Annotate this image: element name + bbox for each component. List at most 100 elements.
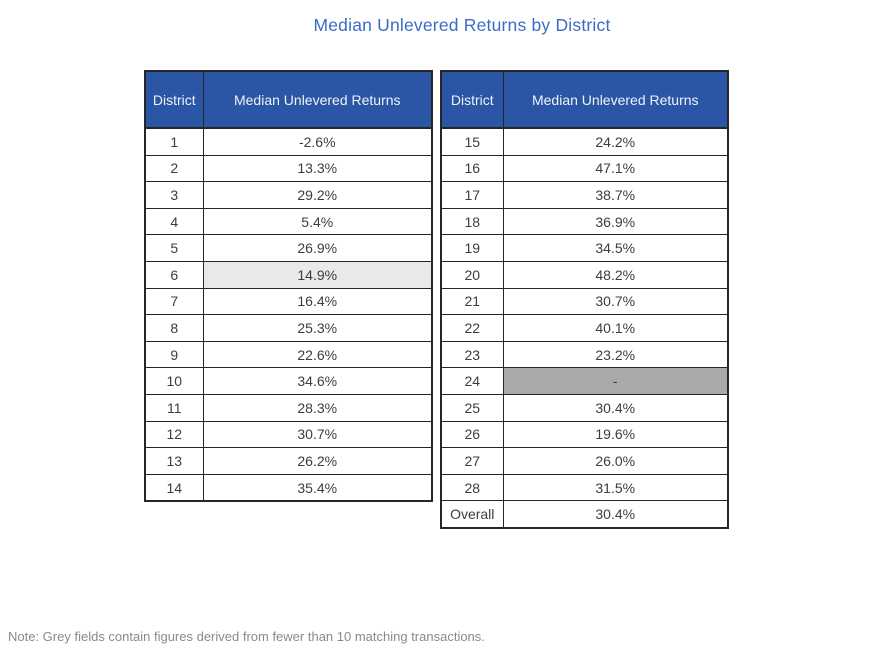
value-cell: 26.9% bbox=[202, 234, 433, 262]
district-cell: 7 bbox=[144, 287, 204, 316]
value-cell: 30.7% bbox=[202, 420, 433, 449]
value-cell: 22.6% bbox=[202, 340, 433, 369]
value-cell: 14.9% bbox=[202, 260, 433, 289]
value-cell: 34.5% bbox=[502, 234, 729, 262]
district-cell: 2 bbox=[144, 154, 204, 183]
table-row: 5 26.9% bbox=[144, 234, 433, 262]
table-row: 11 28.3% bbox=[144, 393, 433, 422]
district-cell: 4 bbox=[144, 207, 204, 236]
table-row: 28 31.5% bbox=[440, 473, 729, 502]
value-cell: 34.6% bbox=[202, 367, 433, 395]
district-cell: 17 bbox=[440, 181, 504, 209]
district-cell: 25 bbox=[440, 393, 504, 422]
table-row: 8 25.3% bbox=[144, 314, 433, 342]
value-cell: 24.2% bbox=[502, 127, 729, 156]
value-cell: 38.7% bbox=[502, 181, 729, 209]
page-title: Median Unlevered Returns by District bbox=[313, 15, 611, 35]
district-cell: Overall bbox=[440, 500, 504, 529]
district-cell: 6 bbox=[144, 260, 204, 289]
district-cell: 21 bbox=[440, 287, 504, 316]
returns-column-header: Median Unlevered Returns bbox=[502, 70, 729, 129]
value-cell: 26.2% bbox=[202, 447, 433, 475]
table-row: 18 36.9% bbox=[440, 207, 729, 236]
table-row: 9 22.6% bbox=[144, 340, 433, 369]
value-cell: 30.7% bbox=[502, 287, 729, 316]
district-cell: 24 bbox=[440, 367, 504, 395]
value-cell: 47.1% bbox=[502, 154, 729, 183]
district-cell: 23 bbox=[440, 340, 504, 369]
table-row: 6 14.9% bbox=[144, 260, 433, 289]
value-cell: 29.2% bbox=[202, 181, 433, 209]
value-cell: 28.3% bbox=[202, 393, 433, 422]
table-row: 10 34.6% bbox=[144, 367, 433, 395]
table-row: 21 30.7% bbox=[440, 287, 729, 316]
table-row: 24- bbox=[440, 367, 729, 395]
table-row: 25 30.4% bbox=[440, 393, 729, 422]
value-cell: 30.4% bbox=[502, 500, 729, 529]
footnote: Note: Grey fields contain figures derive… bbox=[8, 629, 485, 644]
value-cell: 25.3% bbox=[202, 314, 433, 342]
table-body: 1 -2.6% 2 13.3% 3 29.2% 4 5.4% 5 26.9% 6 14.9% 7 16.4… bbox=[144, 127, 433, 502]
table-row: 7 16.4% bbox=[144, 287, 433, 316]
returns-column-header: Median Unlevered Returns bbox=[202, 70, 433, 129]
district-cell: 28 bbox=[440, 473, 504, 502]
table-row: 3 29.2% bbox=[144, 181, 433, 209]
value-cell: 13.3% bbox=[202, 154, 433, 183]
district-column-header: District bbox=[440, 70, 504, 129]
table-row: 4 5.4% bbox=[144, 207, 433, 236]
district-cell: 16 bbox=[440, 154, 504, 183]
table-row: 19 34.5% bbox=[440, 234, 729, 262]
value-cell: 26.0% bbox=[502, 447, 729, 475]
district-cell: 12 bbox=[144, 420, 204, 449]
district-cell: 20 bbox=[440, 260, 504, 289]
district-cell: 8 bbox=[144, 314, 204, 342]
table-row: 26 19.6% bbox=[440, 420, 729, 449]
table-row: 27 26.0% bbox=[440, 447, 729, 475]
district-cell: 11 bbox=[144, 393, 204, 422]
district-cell: 15 bbox=[440, 127, 504, 156]
table-row: 14 35.4% bbox=[144, 473, 433, 502]
table-row: 13 26.2% bbox=[144, 447, 433, 475]
district-cell: 3 bbox=[144, 181, 204, 209]
table-row: 2 13.3% bbox=[144, 154, 433, 183]
value-cell: 19.6% bbox=[502, 420, 729, 449]
value-cell: 30.4% bbox=[502, 393, 729, 422]
table-row: 16 47.1% bbox=[440, 154, 729, 183]
district-cell: 14 bbox=[144, 473, 204, 502]
value-cell: 36.9% bbox=[502, 207, 729, 236]
returns-table-districts-1-14: District Median Unlevered Returns 1 -2.6%… bbox=[144, 70, 433, 503]
table-row: 17 38.7% bbox=[440, 181, 729, 209]
table-row: 23 23.2% bbox=[440, 340, 729, 369]
table-body: 15 24.2% 16 47.1% 17 38.7% 18 36.9% 19 34.5% 20 48.… bbox=[440, 127, 729, 529]
value-cell: 35.4% bbox=[202, 473, 433, 502]
district-cell: 1 bbox=[144, 127, 204, 156]
returns-table-districts-15-28: District Median Unlevered Returns 15 24.2… bbox=[440, 70, 729, 529]
value-cell: 48.2% bbox=[502, 260, 729, 289]
value-cell: 5.4% bbox=[202, 207, 433, 236]
value-cell: 16.4% bbox=[202, 287, 433, 316]
value-cell: 31.5% bbox=[502, 473, 729, 502]
table-row: 20 48.2% bbox=[440, 260, 729, 289]
value-cell: - bbox=[502, 367, 729, 395]
table-row: 22 40.1% bbox=[440, 314, 729, 342]
district-cell: 10 bbox=[144, 367, 204, 395]
district-cell: 13 bbox=[144, 447, 204, 475]
district-column-header: District bbox=[144, 70, 204, 129]
district-cell: 18 bbox=[440, 207, 504, 236]
district-cell: 5 bbox=[144, 234, 204, 262]
district-cell: 19 bbox=[440, 234, 504, 262]
header-row: District Median Unlevered Returns bbox=[144, 70, 433, 129]
value-cell: 23.2% bbox=[502, 340, 729, 369]
table-row: 12 30.7% bbox=[144, 420, 433, 449]
district-cell: 26 bbox=[440, 420, 504, 449]
table-row: Overall 30.4% bbox=[440, 500, 729, 529]
district-cell: 27 bbox=[440, 447, 504, 475]
value-cell: 40.1% bbox=[502, 314, 729, 342]
table-row: 1 -2.6% bbox=[144, 127, 433, 156]
value-cell: -2.6% bbox=[202, 127, 433, 156]
district-cell: 22 bbox=[440, 314, 504, 342]
table-row: 15 24.2% bbox=[440, 127, 729, 156]
header-row: District Median Unlevered Returns bbox=[440, 70, 729, 129]
district-cell: 9 bbox=[144, 340, 204, 369]
